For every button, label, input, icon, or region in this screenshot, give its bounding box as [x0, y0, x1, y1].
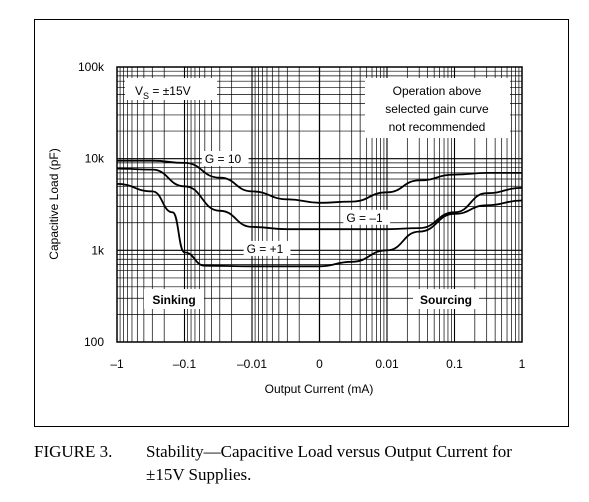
series-label-bg: [343, 209, 391, 225]
series-line-3: [116, 183, 523, 268]
note-line-3: not recommended: [389, 120, 486, 134]
plot-area-border: [116, 66, 523, 343]
series-label-bg: [201, 150, 249, 166]
series-label-2: G = –1: [346, 211, 383, 225]
y-axis-label: Capacitive Load (pF): [47, 148, 61, 259]
vs-label: VS = ±15V: [135, 84, 191, 101]
x-tick-label: 1: [519, 357, 526, 371]
sourcing-bg: [413, 289, 479, 309]
x-axis-label: Output Current (mA): [265, 382, 374, 396]
note-line-1: Operation above: [393, 84, 482, 98]
stability-chart: VS = ±15V Operation above selected gain …: [47, 60, 526, 396]
series-label-bg: [243, 240, 291, 256]
sinking-label: Sinking: [152, 293, 195, 307]
x-tick-label: –0.01: [237, 357, 267, 371]
figure-number: FIGURE 3.: [34, 442, 113, 461]
series-label-3: G = +1: [247, 242, 284, 256]
y-tick-label: 1k: [91, 243, 105, 257]
series-group: [116, 159, 523, 268]
y-tick-label: 10k: [85, 152, 105, 166]
x-tick-label: 0.01: [375, 357, 399, 371]
x-tick-label: 0: [316, 357, 323, 371]
chart-frame: [34, 19, 569, 427]
note-line-2: selected gain curve: [385, 102, 489, 116]
series-labels: G = 10 G = –1 G = +1: [201, 150, 391, 256]
x-tick-label: 0.1: [446, 357, 463, 371]
x-tick-label: –1: [110, 357, 124, 371]
vs-label-bg: [125, 78, 217, 100]
y-tick-label: 100k: [78, 60, 105, 74]
series-line-2: [116, 167, 523, 231]
tick-labels: –1 –0.1 –0.01 0 0.01 0.1 1 100 1k 10k 100k: [78, 60, 526, 371]
caption-text: Stability—Capacitive Load versus Output …: [146, 442, 512, 484]
y-tick-label: 100: [84, 335, 104, 349]
series-label-1: G = 10: [205, 152, 242, 166]
note-bg: [365, 78, 510, 138]
sourcing-label: Sourcing: [420, 293, 472, 307]
sinking-bg: [144, 289, 204, 309]
series-line-1: [116, 159, 522, 204]
figure-caption: FIGURE 3. Stability—Capacitive Load versu…: [34, 440, 574, 486]
x-tick-label: –0.1: [173, 357, 197, 371]
